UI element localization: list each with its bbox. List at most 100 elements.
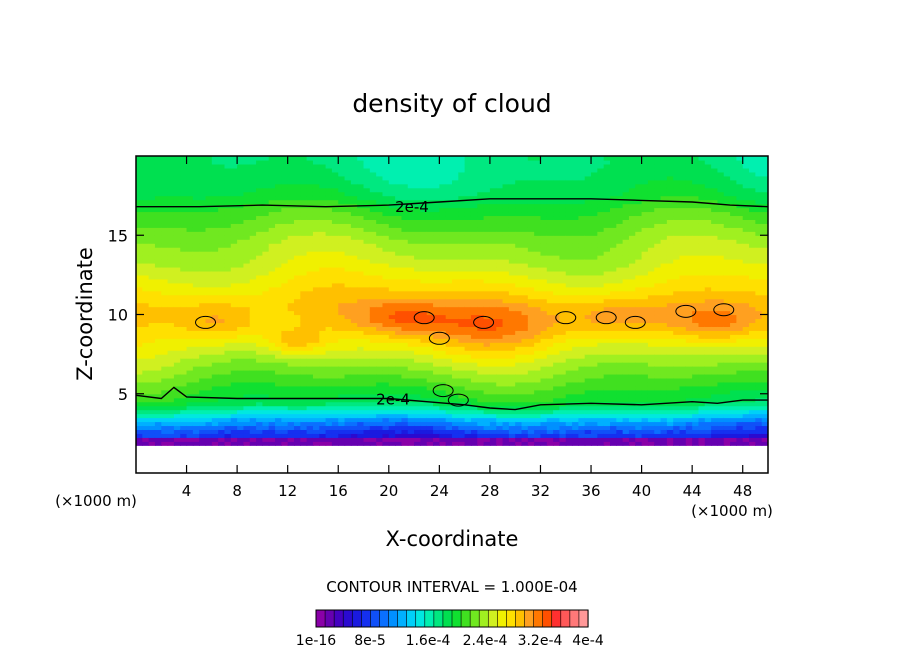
field-cell	[142, 322, 150, 327]
field-cell	[136, 171, 143, 177]
field-cell	[534, 227, 542, 232]
field-cell	[420, 191, 428, 197]
field-cell	[205, 362, 213, 367]
field-cell	[224, 183, 232, 189]
field-cell	[553, 322, 561, 327]
field-cell	[300, 350, 308, 355]
field-cell	[515, 247, 523, 252]
field-cell	[262, 314, 270, 320]
field-cell	[407, 318, 415, 324]
field-cell	[136, 354, 143, 359]
field-cell	[173, 437, 181, 442]
field-cell	[331, 159, 339, 165]
field-cell	[338, 294, 346, 300]
field-cell	[464, 223, 472, 228]
field-cell	[199, 259, 207, 264]
field-cell	[243, 175, 251, 181]
field-cell	[350, 373, 358, 379]
field-cell	[382, 223, 390, 228]
field-cell	[154, 330, 162, 335]
field-cell	[167, 433, 175, 438]
field-cell	[243, 286, 251, 292]
field-cell	[268, 362, 276, 367]
field-cell	[464, 278, 472, 284]
field-cell	[363, 334, 371, 339]
field-cell	[382, 397, 390, 403]
field-cell	[502, 413, 510, 419]
field-cell	[477, 175, 485, 181]
field-cell	[414, 167, 421, 173]
field-cell	[218, 417, 226, 423]
field-cell	[515, 211, 523, 217]
field-cell	[565, 322, 573, 327]
field-cell	[319, 354, 327, 359]
field-cell	[521, 179, 529, 185]
field-cell	[502, 389, 510, 395]
field-cell	[262, 369, 270, 375]
field-cell	[350, 306, 358, 312]
field-cell	[553, 187, 561, 193]
field-cell	[249, 286, 257, 292]
field-cell	[256, 417, 263, 423]
field-cell	[300, 183, 308, 189]
field-cell	[382, 199, 390, 205]
field-cell	[401, 251, 409, 256]
field-cell	[312, 437, 320, 442]
field-cell	[407, 389, 415, 395]
field-cell	[199, 255, 207, 260]
field-cell	[205, 274, 213, 280]
field-cell	[268, 389, 276, 395]
field-cell	[502, 393, 510, 399]
field-cell	[477, 389, 485, 395]
field-cell	[458, 286, 466, 292]
field-cell	[357, 350, 365, 355]
field-cell	[369, 326, 377, 331]
field-cell	[534, 393, 542, 399]
field-cell	[224, 302, 232, 308]
field-cell	[205, 354, 213, 359]
field-cell	[420, 373, 428, 379]
field-cell	[154, 171, 162, 177]
field-cell	[142, 227, 150, 232]
field-cell	[167, 282, 175, 288]
field-cell	[294, 195, 301, 201]
field-cell	[136, 334, 143, 339]
field-cell	[496, 251, 504, 256]
field-cell	[338, 163, 346, 169]
field-cell	[395, 274, 403, 280]
field-cell	[515, 346, 523, 351]
field-cell	[262, 235, 270, 240]
field-cell	[281, 425, 289, 431]
field-cell	[452, 362, 459, 367]
field-cell	[136, 346, 143, 351]
field-cell	[376, 167, 384, 173]
field-cell	[186, 437, 194, 442]
field-cell	[300, 235, 308, 240]
field-cell	[148, 429, 156, 434]
field-cell	[331, 421, 339, 427]
field-cell	[230, 219, 238, 224]
field-cell	[281, 270, 289, 276]
field-cell	[224, 417, 232, 423]
field-cell	[281, 171, 289, 177]
field-cell	[281, 199, 289, 205]
field-cell	[508, 385, 516, 391]
field-cell	[142, 255, 150, 260]
field-cell	[192, 302, 200, 308]
field-cell	[439, 338, 447, 343]
field-cell	[256, 314, 263, 320]
field-cell	[470, 243, 478, 248]
field-cell	[521, 334, 529, 339]
field-cell	[369, 397, 377, 403]
field-cell	[433, 354, 440, 359]
field-cell	[477, 421, 485, 427]
field-cell	[287, 156, 295, 161]
field-cell	[363, 239, 371, 244]
field-cell	[534, 278, 542, 284]
field-cell	[540, 239, 548, 244]
field-cell	[439, 227, 447, 232]
field-cell	[230, 421, 238, 427]
field-cell	[300, 338, 308, 343]
field-cell	[199, 338, 207, 343]
field-cell	[407, 433, 415, 438]
